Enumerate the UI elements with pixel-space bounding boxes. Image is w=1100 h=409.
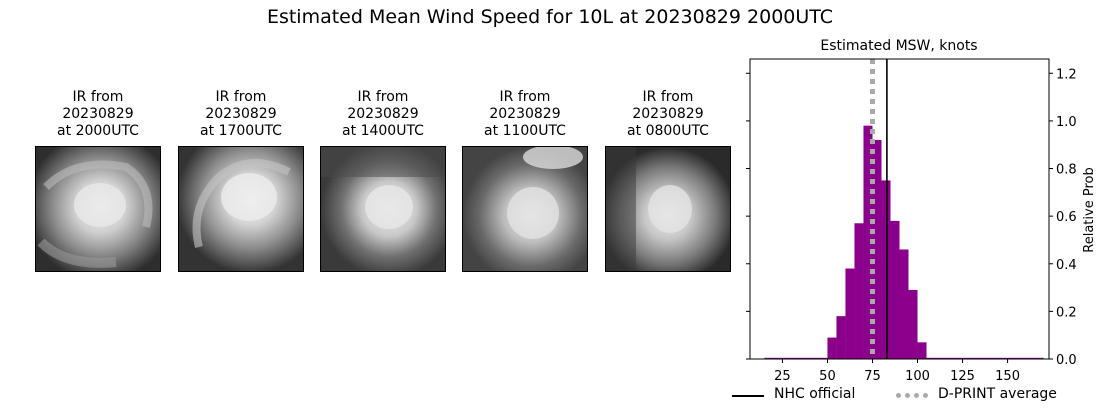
legend-label: NHC official xyxy=(774,386,856,402)
histogram-bar xyxy=(773,357,783,359)
histogram-bar xyxy=(980,357,990,359)
histogram-bar xyxy=(818,357,828,359)
histogram-bar xyxy=(854,223,864,359)
reference-lines xyxy=(869,59,888,359)
histogram-bar xyxy=(1025,357,1035,359)
ir-panel: IR from 20230829 at 1400UTC xyxy=(320,89,446,272)
histogram-bar xyxy=(881,180,891,359)
histogram-bar xyxy=(791,357,801,359)
ir-panel: IR from 20230829 at 1700UTC xyxy=(178,89,304,272)
legend-swatch-solid-line xyxy=(732,395,764,397)
ir-caption-line1: IR from xyxy=(215,89,267,105)
ir-caption: IR from 20230829 at 1400UTC xyxy=(320,89,446,141)
ir-caption-date: 20230829 xyxy=(205,106,277,122)
ir-caption: IR from 20230829 at 1100UTC xyxy=(462,89,588,141)
ir-caption: IR from 20230829 at 1700UTC xyxy=(178,89,304,141)
ir-panel: IR from 20230829 at 1100UTC xyxy=(462,89,588,272)
y-axis-label: Relative Prob xyxy=(1082,167,1097,252)
satellite-ir-image xyxy=(462,146,588,272)
histogram-bar xyxy=(1034,357,1044,359)
histogram-bar xyxy=(962,357,972,359)
x-tick-label: 25 xyxy=(774,369,791,384)
histogram-bar xyxy=(953,357,963,359)
ir-caption-time: at 1700UTC xyxy=(200,123,282,139)
figure-title: Estimated Mean Wind Speed for 10L at 202… xyxy=(266,6,834,28)
histogram-bar xyxy=(863,125,873,360)
x-tick-label: 50 xyxy=(819,369,836,384)
histogram-bar xyxy=(971,357,981,359)
histogram-bar xyxy=(872,139,882,359)
histogram-bar xyxy=(827,337,837,359)
satellite-ir-image xyxy=(178,146,304,272)
satellite-ir-image xyxy=(605,146,731,272)
ir-caption: IR from 20230829 at 0800UTC xyxy=(605,89,731,141)
y-tick-label: 0.0 xyxy=(1056,353,1077,368)
y-tick-label: 0.4 xyxy=(1056,258,1077,273)
ir-panel: IR from 20230829 at 0800UTC xyxy=(605,89,731,272)
y-tick-label: 1.0 xyxy=(1056,115,1077,130)
histogram-bar xyxy=(908,289,918,359)
histogram-bar xyxy=(935,357,945,359)
histogram-bar xyxy=(1007,357,1017,359)
histogram-bar xyxy=(809,357,819,359)
ir-caption-line1: IR from xyxy=(642,89,694,105)
ir-caption: IR from 20230829 at 2000UTC xyxy=(35,89,161,141)
x-tick-label: 150 xyxy=(995,369,1020,384)
y-tick-label: 0.2 xyxy=(1056,305,1077,320)
histogram-bar xyxy=(899,249,909,359)
ir-panel: IR from 20230829 at 2000UTC xyxy=(35,89,161,272)
legend-swatch-dotted-line xyxy=(896,393,928,398)
histogram-bar xyxy=(944,357,954,359)
ir-caption-time: at 1100UTC xyxy=(484,123,566,139)
legend-label: D-PRINT average xyxy=(938,386,1057,402)
ir-caption-line1: IR from xyxy=(499,89,551,105)
histogram-bar xyxy=(845,268,855,359)
chart-axes: 25 50 75 100 125 150 0.0 0.2 0.4 0.6 0.8 1.0 1.2 xyxy=(746,58,1077,384)
histogram-bar xyxy=(917,342,927,359)
ir-caption-date: 20230829 xyxy=(347,106,419,122)
histogram-bar xyxy=(989,357,999,359)
ir-caption-time: at 0800UTC xyxy=(627,123,709,139)
histogram-bar xyxy=(1016,357,1026,359)
x-tick-label: 75 xyxy=(864,369,881,384)
y-tick-label: 1.2 xyxy=(1056,67,1077,82)
histogram-bar xyxy=(926,357,936,359)
ir-caption-time: at 2000UTC xyxy=(57,123,139,139)
histogram-bar xyxy=(998,357,1008,359)
satellite-ir-image xyxy=(35,146,161,272)
histogram-bar xyxy=(890,220,900,359)
ir-caption-line1: IR from xyxy=(72,89,124,105)
ir-caption-time: at 1400UTC xyxy=(342,123,424,139)
ir-caption-date: 20230829 xyxy=(632,106,704,122)
ir-caption-date: 20230829 xyxy=(489,106,561,122)
histogram-bars xyxy=(764,125,1044,360)
histogram-bar xyxy=(800,357,810,359)
x-tick-label: 100 xyxy=(905,369,930,384)
chart-title: Estimated MSW, knots xyxy=(820,38,977,54)
x-tick-label: 125 xyxy=(950,369,975,384)
y-tick-label: 0.8 xyxy=(1056,163,1077,178)
ir-caption-line1: IR from xyxy=(357,89,409,105)
histogram-bar xyxy=(836,316,846,359)
histogram-bar xyxy=(782,357,792,359)
y-tick-label: 0.6 xyxy=(1056,210,1077,225)
histogram-bar xyxy=(764,357,774,359)
satellite-ir-image xyxy=(320,146,446,272)
ir-caption-date: 20230829 xyxy=(62,106,134,122)
plot-frame xyxy=(749,58,1050,360)
